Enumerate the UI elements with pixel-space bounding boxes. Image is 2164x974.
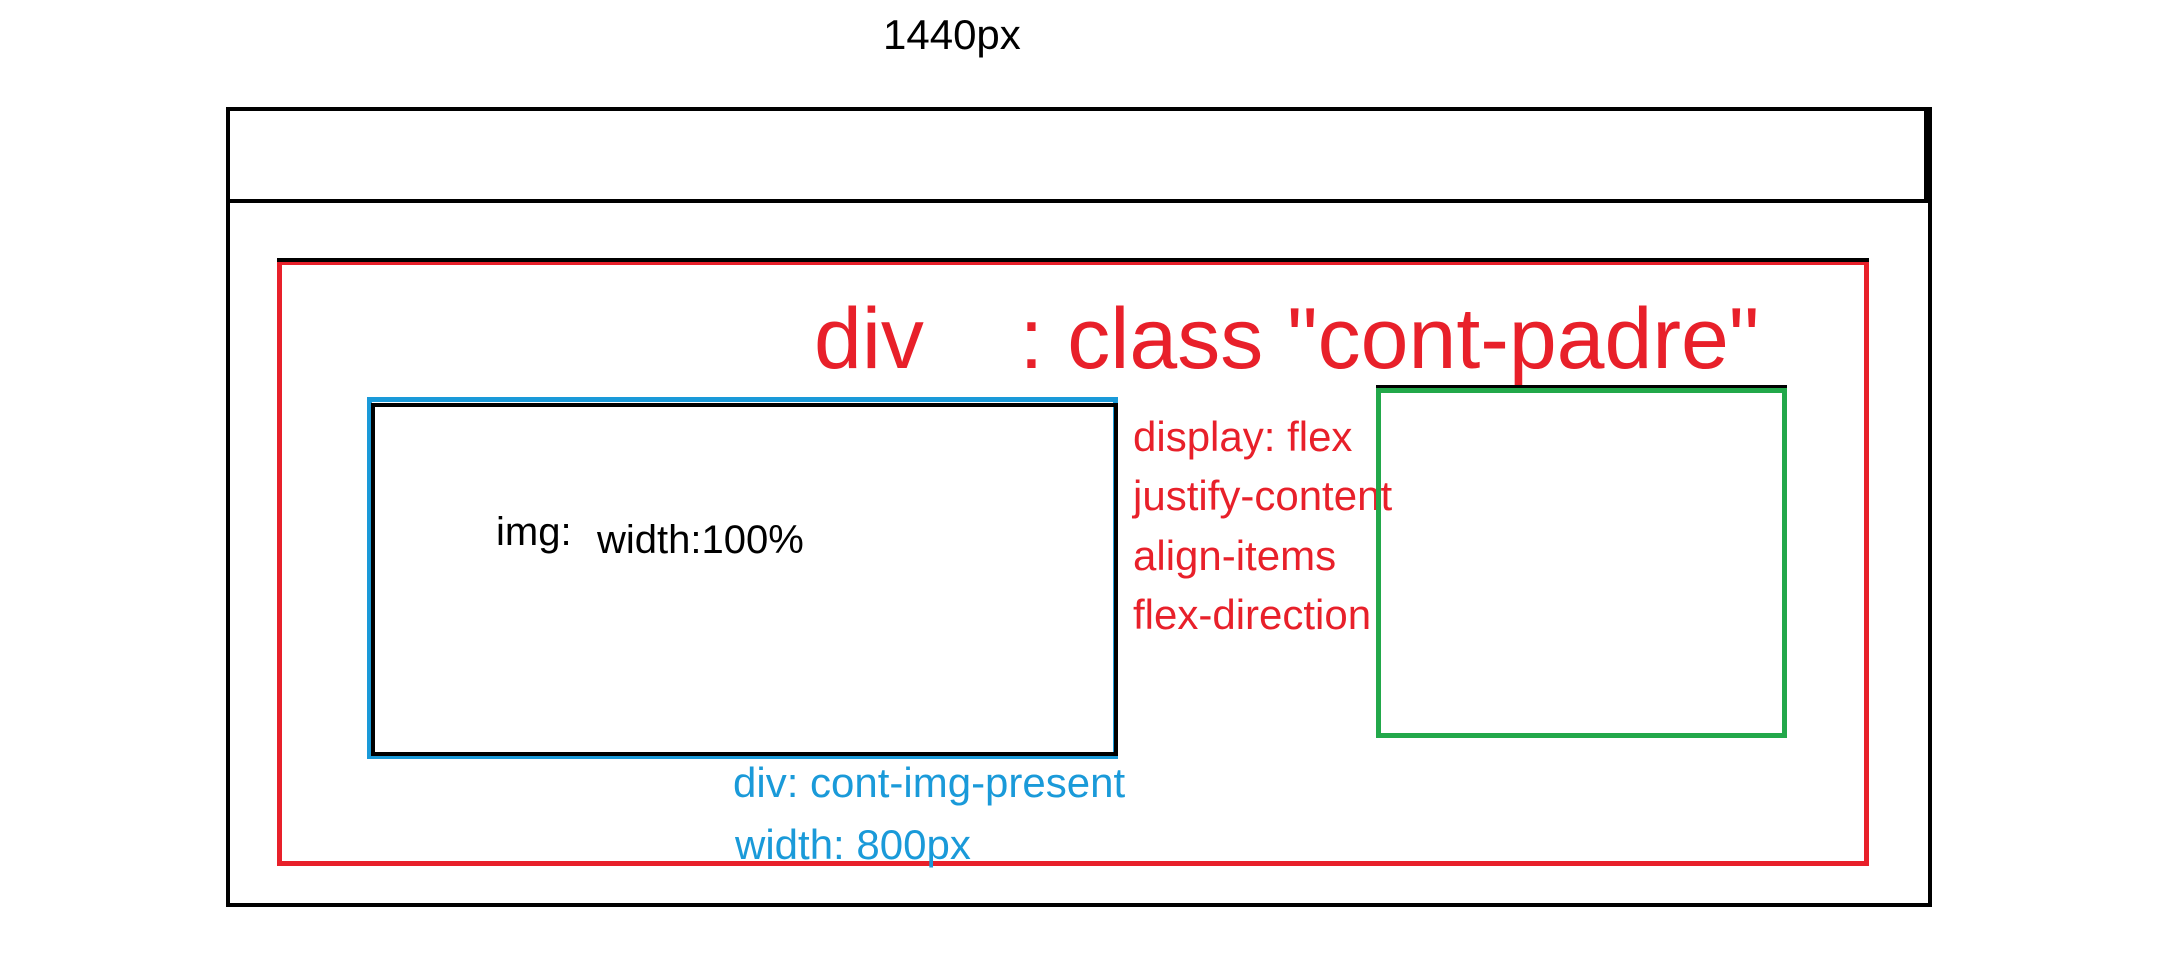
sibling-box: [1376, 388, 1787, 738]
page-width-label: 1440px: [883, 11, 1021, 58]
cont-img-present-label: div: cont-img-present: [733, 759, 1126, 806]
page-frame: [226, 107, 1932, 907]
sibling-box-top-edge: [1376, 385, 1787, 388]
img-label: img:: [496, 510, 572, 554]
cont-padre-top-edge: [277, 258, 1869, 262]
cont-img-present-width-label: width: 800px: [735, 821, 971, 868]
flex-property-align-items: align-items: [1133, 532, 1337, 579]
cont-padre-box: [277, 260, 1869, 866]
flex-property-display: display: flex: [1133, 413, 1353, 460]
header-edge: [1924, 107, 1930, 203]
header-divider: [226, 199, 1932, 203]
flex-property-flex-direction: flex-direction: [1133, 591, 1372, 638]
cont-padre-label: div : class "cont-padre": [814, 291, 1760, 387]
img-width-label: width:100%: [597, 518, 804, 562]
flex-property-justify-content: justify-content: [1133, 472, 1393, 519]
img-box: [371, 403, 1118, 756]
